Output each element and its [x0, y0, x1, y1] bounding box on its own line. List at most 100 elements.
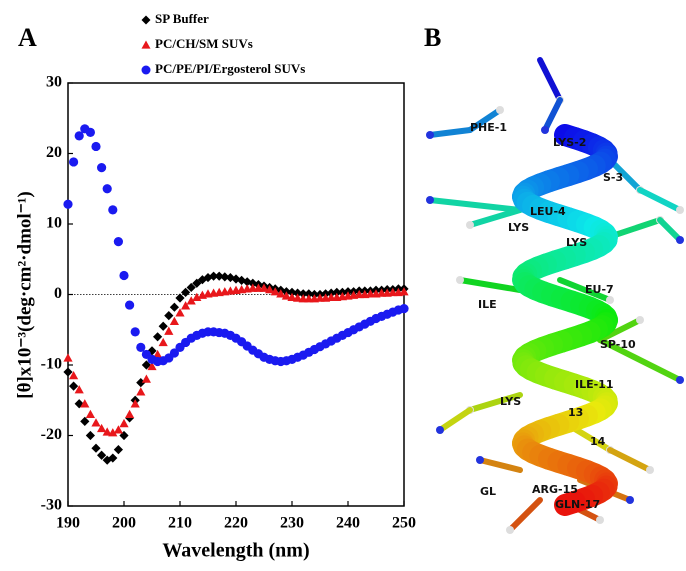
data-point [159, 338, 168, 346]
y-tick-label: -30 [41, 497, 62, 514]
atom [606, 296, 614, 304]
data-point [80, 417, 89, 426]
data-point [175, 308, 184, 316]
residue-label: LYS [508, 221, 529, 234]
y-tick-label: 0 [54, 285, 62, 302]
residue-label: ARG-15 [532, 483, 578, 496]
data-point [170, 317, 179, 325]
helix-structure: PHE-1LYS-2S-3LEU-4LYSLYSEU-7ILESP-10ILE-… [426, 60, 684, 534]
side-chain [430, 130, 470, 135]
x-tick-label: 240 [336, 515, 360, 532]
side-chain [540, 60, 560, 100]
side-chain [460, 280, 520, 290]
atom [676, 236, 684, 244]
residue-label: EU-7 [585, 283, 614, 296]
data-point [399, 304, 408, 313]
y-axis-label: [θ]x10⁻³(deg·cm²·dmol⁻¹) [14, 191, 35, 398]
legend-marker [142, 66, 151, 75]
figure: A B Wavelength (nm) [θ]x10⁻³(deg·cm²·dmo… [0, 0, 686, 571]
residue-label: GLN-17 [555, 498, 600, 511]
residue-label: LEU-4 [530, 205, 566, 218]
side-chain [430, 200, 520, 210]
atom [506, 526, 514, 534]
data-point [97, 163, 106, 172]
y-tick-label: 30 [46, 74, 62, 91]
data-point [170, 303, 179, 312]
residue-label: 14 [590, 435, 606, 448]
data-point [125, 300, 134, 309]
residue-label: PHE-1 [470, 121, 507, 134]
atom [646, 466, 654, 474]
data-point [91, 418, 100, 426]
data-point [142, 375, 151, 383]
data-point [103, 184, 112, 193]
data-point [69, 157, 78, 166]
data-point [119, 419, 128, 427]
atom [541, 126, 549, 134]
data-point [125, 410, 134, 418]
atom [676, 206, 684, 214]
data-point [108, 205, 117, 214]
data-point [114, 445, 123, 454]
x-tick-label: 220 [224, 515, 248, 532]
data-point [91, 444, 100, 453]
residue-label: ILE-11 [575, 378, 614, 391]
x-tick-label: 200 [112, 515, 136, 532]
x-axis-label: Wavelength (nm) [162, 540, 309, 562]
residue-label: LYS-2 [553, 136, 586, 149]
atom [496, 106, 504, 114]
data-point [63, 200, 72, 209]
panel-label: A [18, 23, 37, 52]
panel-label: B [424, 23, 441, 52]
x-tick-label: 190 [56, 515, 80, 532]
atom [436, 426, 444, 434]
side-chain [660, 220, 680, 240]
data-point [63, 353, 72, 361]
data-point [86, 431, 95, 440]
data-point [86, 410, 95, 418]
residue-label: ILE [478, 298, 497, 311]
atom [596, 516, 604, 524]
legend-marker [142, 16, 151, 25]
data-point [91, 142, 100, 151]
legend-label: SP Buffer [155, 11, 209, 26]
side-chain [640, 190, 680, 210]
data-point [114, 237, 123, 246]
data-point [119, 271, 128, 280]
data-point [131, 327, 140, 336]
atom [426, 131, 434, 139]
atom [466, 221, 474, 229]
residue-label: GL [480, 485, 496, 498]
side-chain [545, 100, 560, 130]
residue-label: 13 [568, 406, 583, 419]
residue-label: S-3 [603, 171, 623, 184]
atom [426, 196, 434, 204]
side-chain [510, 500, 540, 530]
data-point [136, 387, 145, 395]
data-point [159, 322, 168, 331]
atom [456, 276, 464, 284]
x-tick-label: 250 [392, 515, 416, 532]
y-tick-label: 20 [46, 144, 62, 161]
data-point [153, 332, 162, 341]
residue-label: LYS [566, 236, 587, 249]
y-tick-label: -10 [41, 356, 62, 373]
side-chain [480, 460, 520, 470]
atom [636, 316, 644, 324]
side-chain [610, 450, 650, 470]
atom [676, 376, 684, 384]
residue-label: LYS [500, 395, 521, 408]
residue-label: SP-10 [600, 338, 636, 351]
legend-marker [142, 41, 151, 49]
atom [626, 496, 634, 504]
y-tick-label: -20 [41, 426, 62, 443]
x-tick-label: 210 [168, 515, 192, 532]
data-point [86, 128, 95, 137]
y-tick-label: 10 [46, 215, 62, 232]
legend-label: PC/PE/PI/Ergosterol SUVs [155, 61, 305, 76]
legend-label: PC/CH/SM SUVs [155, 36, 253, 51]
data-point [164, 311, 173, 320]
side-chain [440, 410, 470, 430]
x-tick-label: 230 [280, 515, 304, 532]
atom [476, 456, 484, 464]
